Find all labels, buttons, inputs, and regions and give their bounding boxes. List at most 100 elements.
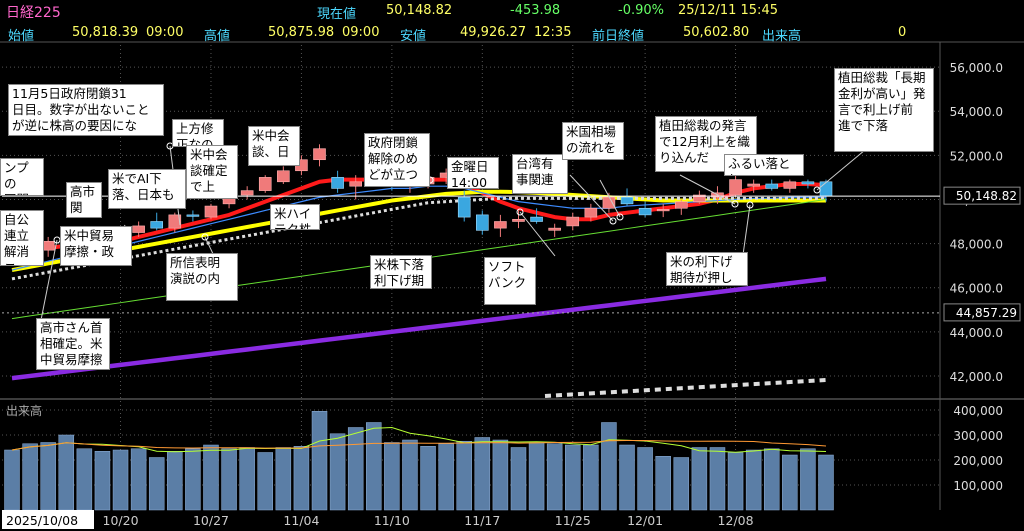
- moving-average-line: [11, 276, 827, 381]
- x-tick-label: 10/27: [193, 513, 229, 528]
- candle-body: [602, 196, 616, 209]
- candle-body: [186, 214, 200, 217]
- volume-bar: [818, 454, 834, 511]
- volume-bar: [148, 457, 165, 511]
- symbol-title: 日経225: [6, 5, 61, 21]
- annotation-marker: [201, 233, 209, 241]
- low-label: 安値: [400, 29, 427, 44]
- annotation-pointer: [679, 174, 736, 205]
- price-tick-label: 44,000.0: [950, 326, 1003, 340]
- candle-body: [204, 205, 218, 218]
- annotation-pointer: [599, 179, 621, 218]
- note-ai-drop[interactable]: 米でAI下 落、日本も: [108, 169, 186, 209]
- volume-bar: [185, 448, 201, 511]
- prev-close-value: 50,602.80: [683, 25, 750, 40]
- note-coalition-end[interactable]: 自公連立 解消ニュ ースで下: [0, 210, 44, 266]
- volume-bar: [275, 447, 292, 511]
- note-shutdown-31[interactable]: 11月5日政府閉鎖31 日目。数字が出ないこと が逆に株高の要因にな: [8, 84, 164, 136]
- note-us-stock-drop[interactable]: 米株下落 利下げ期: [370, 255, 432, 289]
- x-tick-label: 11/10: [374, 513, 410, 528]
- note-us-tech[interactable]: 米ハイ テク株: [270, 204, 320, 230]
- note-ueda-long-rate[interactable]: 植田総裁「長期 金利が高い」発 言で利上げ前 進で下落: [834, 68, 934, 152]
- x-tick-label: 12/08: [718, 513, 754, 528]
- candle-body: [548, 227, 561, 231]
- price-tick-label: 52,000.0: [950, 149, 1003, 163]
- note-upward-revision[interactable]: 上方修 正なので: [172, 119, 224, 147]
- volume-bar: [673, 457, 690, 511]
- note-shutdown-end[interactable]: 政府閉鎖 解除のめ どが立つ: [364, 133, 430, 187]
- volume-bar: [293, 446, 310, 511]
- annotation-marker: [616, 213, 624, 221]
- moving-average-line: [11, 185, 826, 271]
- volume-bar: [40, 442, 56, 511]
- candle-body: [349, 181, 362, 187]
- volume-bar: [492, 439, 509, 511]
- volume-bar: [58, 434, 75, 511]
- projection-line: [544, 378, 827, 398]
- low-time: 12:35: [534, 25, 572, 40]
- x-axis-start-box: [2, 510, 94, 529]
- volume-bar: [745, 449, 762, 511]
- note-policy-speech[interactable]: 所信表明 演説の内: [166, 253, 238, 301]
- current-price-label: 50,148.82: [956, 189, 1017, 203]
- volume-average-line: [11, 426, 827, 453]
- volume-bar: [528, 442, 545, 511]
- volume-label: 出来高: [762, 29, 802, 44]
- moving-average-line: [11, 196, 826, 281]
- volume-bar: [583, 444, 599, 511]
- note-trade-friction[interactable]: 米中貿易 摩擦・政: [60, 226, 132, 266]
- price-tick-label: 48,000.0: [950, 238, 1003, 252]
- volume-bar: [546, 443, 563, 511]
- note-friday[interactable]: 金曜日 14:00: [447, 157, 499, 189]
- candle-body: [693, 194, 706, 202]
- volume-bar: [800, 448, 816, 511]
- candle-body: [656, 209, 670, 212]
- candle-body: [765, 183, 779, 189]
- candle-body: [801, 181, 815, 185]
- change-value: -453.98: [510, 3, 561, 18]
- price-tick-label: 54,000.0: [950, 105, 1003, 119]
- volume-bar: [709, 447, 726, 511]
- candle-body: [457, 196, 471, 218]
- ohlc-header: 始値 50,818.39 09:00 高値 50,875.98 09:00 安値…: [0, 22, 1024, 44]
- candle-body: [476, 214, 489, 231]
- current-price-box: [943, 186, 1021, 205]
- note-trump-tariff[interactable]: ンプの 国関税 ・0%の: [0, 158, 44, 196]
- annotation-pointer: [569, 174, 614, 222]
- volume-tick-label: 200,000: [953, 454, 1003, 468]
- annotation-marker: [516, 208, 524, 216]
- reference-price-box: [943, 303, 1021, 322]
- x-tick-label: 11/25: [555, 513, 591, 528]
- quote-header: 日経225 現在値 50,148.82 -453.98 -0.90% 25/12…: [0, 0, 1024, 22]
- note-fed-cut[interactable]: 米の利下げ 期待が押し: [666, 252, 748, 286]
- annotation-pointer: [39, 239, 58, 326]
- note-us-china-confirmed[interactable]: 米中会 談確定 で上: [186, 145, 238, 199]
- x-tick-label: 12/01: [627, 513, 663, 528]
- volume-bar: [203, 444, 219, 511]
- note-takaichi-pm[interactable]: 高市さん首 相確定。米 中貿易摩擦: [36, 318, 110, 370]
- volume-bar: [565, 444, 581, 511]
- candle-body: [313, 148, 326, 161]
- volume-tick-label: 300,000: [953, 429, 1003, 443]
- candle-body: [674, 201, 688, 209]
- candle-body: [620, 196, 634, 205]
- x-tick-label: 11/17: [464, 513, 500, 528]
- note-takaichi-related[interactable]: 高市関 で上が: [66, 182, 102, 218]
- volume-bar: [402, 439, 418, 511]
- note-shakeout[interactable]: ふるい落とし: [724, 154, 804, 176]
- volume-bar: [691, 447, 708, 511]
- annotation-marker: [746, 201, 754, 209]
- annotation-pointer: [816, 149, 866, 191]
- annotation-pointer: [519, 211, 556, 257]
- volume-bar: [763, 448, 780, 511]
- note-us-china-talk[interactable]: 米中会 談、日: [248, 126, 300, 166]
- note-taiwan[interactable]: 台湾有 事関連: [512, 154, 568, 194]
- volume-bar: [474, 437, 491, 511]
- quote-datetime: 25/12/11 15:45: [678, 3, 778, 18]
- volume-bar: [347, 427, 364, 511]
- high-value: 50,875.98: [268, 25, 335, 40]
- x-tick-label: 2025/10/08: [6, 513, 78, 528]
- change-percent: -0.90%: [618, 3, 664, 18]
- note-us-market[interactable]: 米国相場 の流れを: [562, 122, 624, 160]
- note-softbank[interactable]: ソフト バンク: [484, 257, 536, 305]
